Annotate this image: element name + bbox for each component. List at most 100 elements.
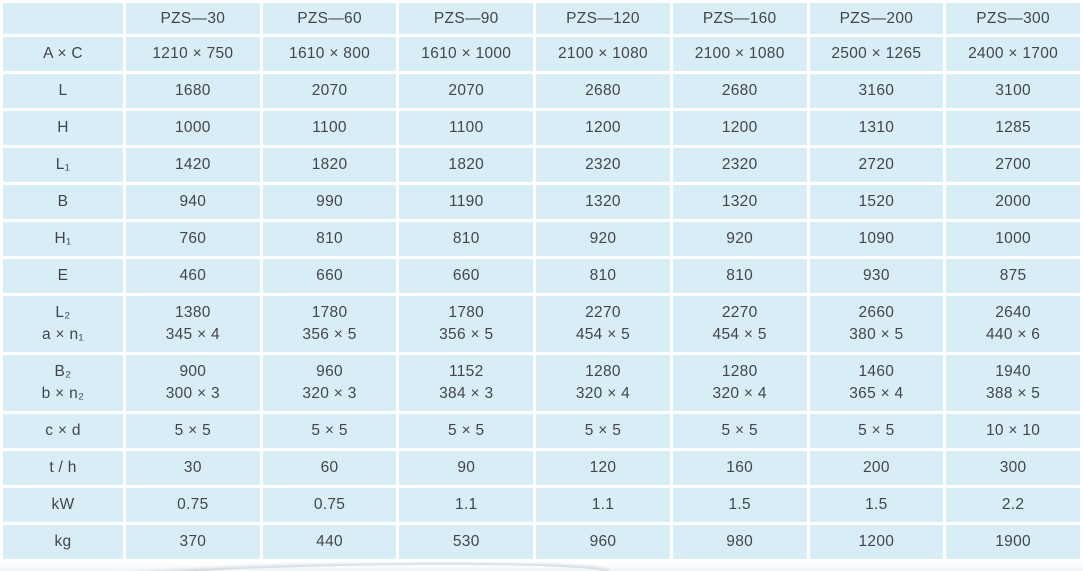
data-cell: 1780 356 × 5 (399, 296, 534, 352)
data-cell: 1780 356 × 5 (262, 296, 397, 352)
cell-line: 1420 (175, 156, 211, 173)
column-header: PZS—200 (809, 3, 944, 34)
row-label: kW (3, 488, 123, 522)
data-cell: 440 (262, 525, 397, 559)
row-label-line: c × d (45, 422, 81, 439)
data-cell: 1610 × 1000 (399, 37, 534, 71)
corner-cell (3, 3, 123, 34)
cell-line: 2000 (995, 193, 1031, 210)
cell-line: 380 × 5 (849, 326, 904, 343)
cell-line: 345 × 4 (165, 326, 220, 343)
cell-line: 0.75 (177, 496, 209, 513)
table-row: L 1680 2070 2070 2680 2680 3160 3100 (3, 74, 1080, 108)
data-cell: 2070 (262, 74, 397, 108)
data-cell: 120 (536, 451, 670, 485)
row-label: c × d (3, 414, 123, 448)
data-cell: 1200 (536, 111, 670, 145)
column-header: PZS—160 (672, 3, 807, 34)
column-header: PZS—120 (536, 3, 670, 34)
cell-line: 875 (999, 267, 1027, 284)
data-cell: 920 (536, 222, 670, 256)
cell-line: 200 (862, 459, 890, 476)
cell-line: 60 (320, 459, 339, 476)
header-row: PZS—30 PZS—60 PZS—90 PZS—120 PZS—160 PZS—200 P… (3, 3, 1080, 34)
data-cell: 810 (262, 222, 397, 256)
data-cell: 160 (672, 451, 807, 485)
cell-line: 1280 (585, 362, 621, 380)
row-label: L (3, 74, 123, 108)
cell-line: 2680 (585, 82, 621, 99)
table-row: A × C 1210 × 750 1610 × 800 1610 × 1000 2100… (3, 37, 1080, 71)
cell-line: 1460 (858, 362, 895, 380)
data-cell: 1380 345 × 4 (126, 296, 260, 352)
data-cell: 2270 454 × 5 (672, 296, 807, 352)
cell-line: 5 × 5 (858, 422, 895, 439)
swoosh-graphic (70, 562, 610, 571)
cell-line: 1200 (858, 533, 895, 550)
row-label: kg (3, 525, 123, 559)
cell-line: 454 × 5 (575, 326, 631, 343)
row-label-line: L (58, 82, 68, 99)
cell-line: 1200 (585, 119, 621, 136)
data-cell: 960 320 × 3 (262, 355, 397, 411)
cell-line: 1900 (995, 533, 1031, 550)
data-cell: 960 (536, 525, 670, 559)
cell-line: 810 (316, 230, 343, 247)
column-header: PZS—300 (946, 3, 1080, 34)
data-cell: 2680 (536, 74, 670, 108)
data-cell: 2070 (399, 74, 534, 108)
data-cell: 2320 (672, 148, 807, 182)
row-label-line: H₁ (54, 230, 72, 247)
row-label-line: L₁ (55, 156, 71, 173)
cell-line: 1520 (858, 193, 895, 210)
data-cell: 1820 (399, 148, 534, 182)
row-label-line: kg (54, 533, 72, 550)
cell-line: 660 (316, 267, 343, 284)
row-label-line: a × n₁ (42, 326, 84, 343)
cell-line: 960 (316, 362, 343, 380)
data-cell: 1.1 (399, 488, 534, 522)
cell-line: 2270 (721, 303, 758, 321)
cell-line: 980 (726, 533, 754, 550)
data-cell: 530 (399, 525, 534, 559)
data-cell: 1320 (672, 185, 807, 219)
data-cell: 2640 440 × 6 (946, 296, 1080, 352)
cell-line: 1820 (448, 156, 485, 173)
table-row: B 940 990 1190 1320 1320 1520 2000 (3, 185, 1080, 219)
cell-line: 920 (589, 230, 617, 247)
cell-line: 2320 (721, 156, 758, 173)
data-cell: 875 (946, 259, 1080, 293)
cell-line: 2700 (995, 156, 1031, 173)
cell-line: 1285 (995, 119, 1031, 136)
row-label-line: A × C (43, 45, 83, 62)
data-cell: 1200 (809, 525, 944, 559)
row-label: H₁ (3, 222, 123, 256)
data-cell: 1.1 (536, 488, 670, 522)
cell-line: 356 × 5 (302, 326, 357, 343)
row-label: B (3, 185, 123, 219)
data-cell: 5 × 5 (672, 414, 807, 448)
row-label: L₁ (3, 148, 123, 182)
row-label-line: H (57, 119, 69, 136)
data-cell: 2400 × 1700 (946, 37, 1080, 71)
data-cell: 760 (126, 222, 260, 256)
column-header: PZS—90 (399, 3, 534, 34)
cell-line: 1680 (175, 82, 211, 99)
data-cell: 930 (809, 259, 944, 293)
cell-line: 1200 (721, 119, 758, 136)
cell-line: 1000 (175, 119, 211, 136)
cell-line: 1.1 (591, 496, 615, 513)
row-label-line: kW (51, 496, 75, 513)
cell-line: 1940 (995, 362, 1031, 380)
cell-line: 454 × 5 (712, 326, 767, 343)
data-cell: 2720 (809, 148, 944, 182)
data-cell: 810 (536, 259, 670, 293)
data-cell: 1000 (946, 222, 1080, 256)
cell-line: 1.5 (865, 496, 888, 513)
cell-line: 810 (452, 230, 480, 247)
row-label: L₂ a × n₁ (3, 296, 123, 352)
cell-line: 2070 (311, 82, 348, 99)
cell-line: 5 × 5 (311, 422, 348, 439)
data-cell: 1152 384 × 3 (399, 355, 534, 411)
